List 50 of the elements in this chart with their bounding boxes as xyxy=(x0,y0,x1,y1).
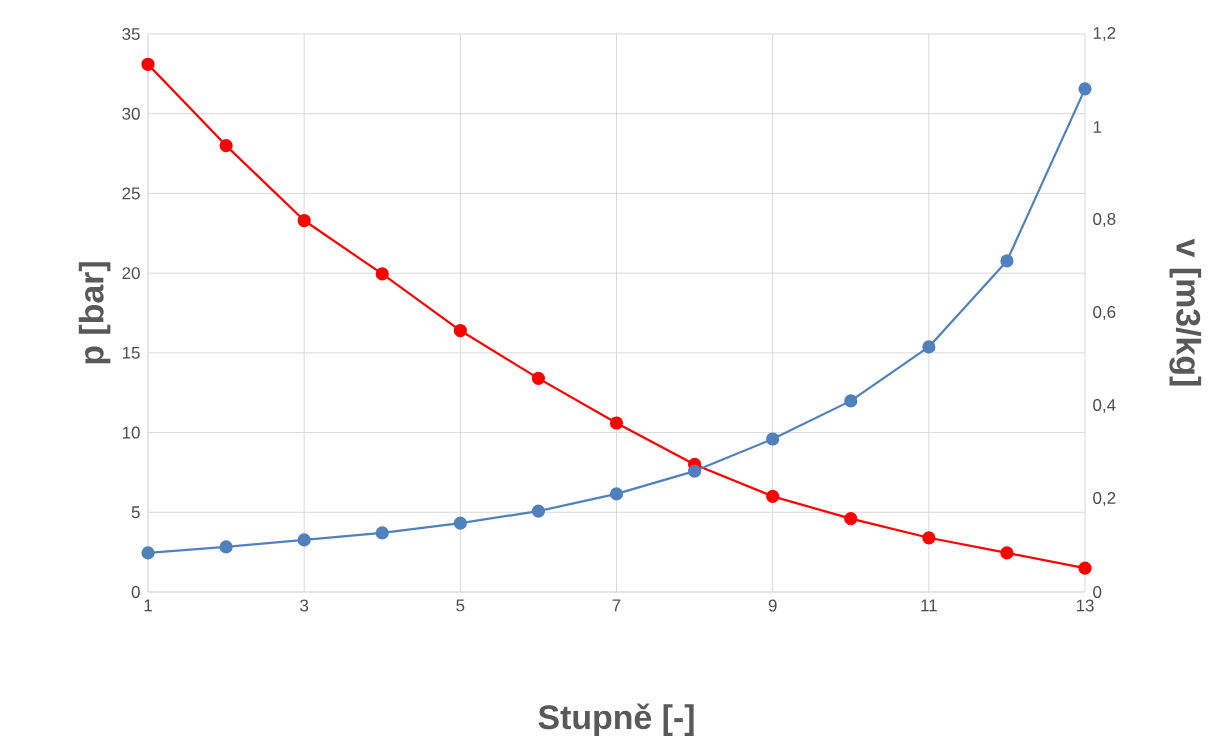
x-tick-label: 3 xyxy=(300,599,309,612)
point xyxy=(219,540,233,554)
point xyxy=(453,516,467,530)
point xyxy=(531,371,546,385)
point xyxy=(609,416,624,430)
point xyxy=(766,489,780,503)
x-tick-label: 7 xyxy=(612,599,621,612)
point xyxy=(844,512,858,526)
point xyxy=(141,57,155,71)
y2-tick-label: 0,4 xyxy=(1093,399,1116,413)
point xyxy=(375,267,389,281)
y-tick-label: 25 xyxy=(122,187,140,200)
y2-tick-label: 0,6 xyxy=(1093,306,1116,320)
x-tick-label: 1 xyxy=(144,599,152,612)
x-tick-label: 11 xyxy=(921,599,937,612)
y-tick-label: 30 xyxy=(122,107,140,120)
y2-tick-label: 1 xyxy=(1093,121,1102,133)
y2-tick-label: 0,2 xyxy=(1093,492,1116,506)
point xyxy=(531,504,546,518)
x-tick-label: 13 xyxy=(1076,599,1094,612)
x-axis-title: Stupně [-] xyxy=(538,703,694,736)
point xyxy=(1078,561,1092,575)
y-tick-label: 10 xyxy=(122,426,140,439)
point xyxy=(609,487,624,501)
point xyxy=(687,464,702,478)
point xyxy=(844,394,858,408)
y-tick-label: 15 xyxy=(122,346,140,359)
y-tick-label: 35 xyxy=(122,28,140,40)
y2-tick-label: 1,2 xyxy=(1093,26,1116,41)
point xyxy=(1078,82,1092,96)
y2-tick-label: 0,8 xyxy=(1093,212,1116,227)
point xyxy=(297,213,311,228)
x-tick-label: 5 xyxy=(456,599,465,612)
point xyxy=(219,139,233,153)
point xyxy=(297,533,311,547)
point xyxy=(766,432,780,446)
point xyxy=(141,546,155,560)
point xyxy=(453,323,467,338)
y2-tick-label: 0 xyxy=(1093,586,1102,598)
y-axis-title: p [bar] xyxy=(78,262,111,364)
point xyxy=(375,526,389,540)
y2-axis-title: v [m3/kg] xyxy=(1169,238,1202,386)
point xyxy=(1000,254,1014,268)
y-tick-label: 0 xyxy=(131,586,140,598)
y-tick-label: 5 xyxy=(131,506,140,519)
y-tick-label: 20 xyxy=(122,267,140,280)
point xyxy=(1000,546,1014,560)
point xyxy=(922,340,936,354)
x-tick-label: 9 xyxy=(768,599,777,612)
point xyxy=(922,531,936,545)
